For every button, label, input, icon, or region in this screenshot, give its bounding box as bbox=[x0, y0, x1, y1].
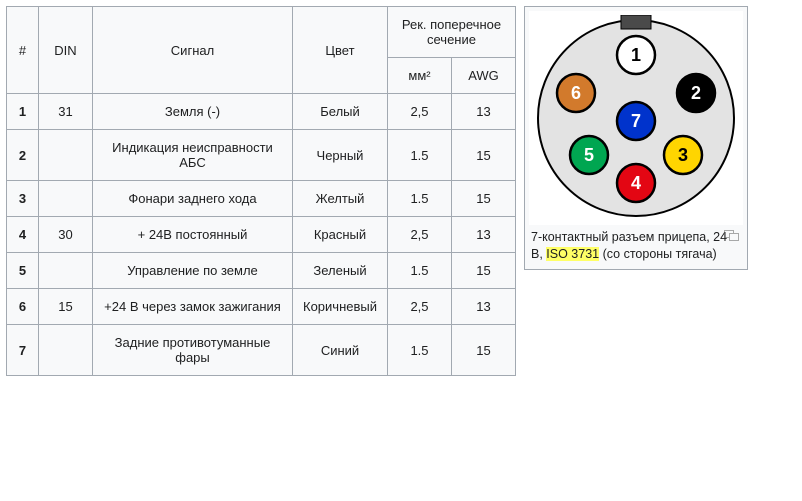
th-num: # bbox=[7, 7, 39, 94]
th-awg: AWG bbox=[452, 58, 516, 94]
cell-awg: 15 bbox=[452, 181, 516, 217]
cell-din bbox=[39, 325, 93, 376]
cell-signal: Задние противотуманные фары bbox=[93, 325, 293, 376]
th-mm2: мм² bbox=[388, 58, 452, 94]
cell-color: Черный bbox=[293, 130, 388, 181]
cell-signal: Земля (-) bbox=[93, 94, 293, 130]
cell-signal: Индикация неисправности АБС bbox=[93, 130, 293, 181]
pin-label-6: 6 bbox=[571, 83, 581, 103]
table-body: 131Земля (-)Белый2,5132Индикация неиспра… bbox=[7, 94, 516, 376]
cell-num: 1 bbox=[7, 94, 39, 130]
cell-din bbox=[39, 253, 93, 289]
pin-label-4: 4 bbox=[631, 173, 641, 193]
pin-label-3: 3 bbox=[678, 145, 688, 165]
table-row: 430+ 24В постоянныйКрасный2,513 bbox=[7, 217, 516, 253]
cell-mm2: 1.5 bbox=[388, 181, 452, 217]
cell-awg: 15 bbox=[452, 130, 516, 181]
cell-color: Желтый bbox=[293, 181, 388, 217]
connector-svg: 1 2 3 4 5 6 7 bbox=[533, 15, 739, 221]
th-signal: Сигнал bbox=[93, 7, 293, 94]
cell-awg: 13 bbox=[452, 289, 516, 325]
table-row: 2 Индикация неисправности АБСЧерный1.515 bbox=[7, 130, 516, 181]
cell-mm2: 1.5 bbox=[388, 325, 452, 376]
cell-num: 4 bbox=[7, 217, 39, 253]
cell-awg: 13 bbox=[452, 217, 516, 253]
cell-color: Коричневый bbox=[293, 289, 388, 325]
cell-num: 2 bbox=[7, 130, 39, 181]
cell-color: Красный bbox=[293, 217, 388, 253]
cell-mm2: 2,5 bbox=[388, 289, 452, 325]
connector-pinout-table: # DIN Сигнал Цвет Рек. поперечное сечени… bbox=[6, 6, 516, 376]
cell-color: Зеленый bbox=[293, 253, 388, 289]
cell-din: 30 bbox=[39, 217, 93, 253]
cell-mm2: 1.5 bbox=[388, 130, 452, 181]
cell-signal: +24 В через замок зажигания bbox=[93, 289, 293, 325]
table-row: 5 Управление по землеЗеленый1.515 bbox=[7, 253, 516, 289]
cell-num: 6 bbox=[7, 289, 39, 325]
caption-post: (со стороны тягача) bbox=[599, 247, 717, 261]
table-row: 131Земля (-)Белый2,513 bbox=[7, 94, 516, 130]
pin-label-2: 2 bbox=[691, 83, 701, 103]
connector-thumb-box: 1 2 3 4 5 6 7 7-контактный разъем прицепа, 24 … bbox=[524, 6, 748, 270]
enlarge-icon[interactable] bbox=[724, 229, 739, 240]
cell-color: Синий bbox=[293, 325, 388, 376]
cell-color: Белый bbox=[293, 94, 388, 130]
connector-image[interactable]: 1 2 3 4 5 6 7 bbox=[529, 11, 743, 225]
table-row: 615+24 В через замок зажиганияКоричневый… bbox=[7, 289, 516, 325]
th-din: DIN bbox=[39, 7, 93, 94]
cell-din bbox=[39, 181, 93, 217]
caption-highlight: ISO 3731 bbox=[546, 247, 599, 261]
cell-signal: Управление по земле bbox=[93, 253, 293, 289]
cell-mm2: 2,5 bbox=[388, 94, 452, 130]
cell-mm2: 1.5 bbox=[388, 253, 452, 289]
cell-num: 7 bbox=[7, 325, 39, 376]
cell-awg: 13 bbox=[452, 94, 516, 130]
th-section-group: Рек. поперечное сечение bbox=[388, 7, 516, 58]
cell-din bbox=[39, 130, 93, 181]
cell-num: 3 bbox=[7, 181, 39, 217]
pin-label-1: 1 bbox=[631, 45, 641, 65]
table-row: 3 Фонари заднего ходаЖелтый1.515 bbox=[7, 181, 516, 217]
cell-din: 15 bbox=[39, 289, 93, 325]
cell-awg: 15 bbox=[452, 325, 516, 376]
cell-mm2: 2,5 bbox=[388, 217, 452, 253]
cell-din: 31 bbox=[39, 94, 93, 130]
table-row: 7 Задние противотуманные фарыСиний1.515 bbox=[7, 325, 516, 376]
th-color: Цвет bbox=[293, 7, 388, 94]
cell-signal: Фонари заднего хода bbox=[93, 181, 293, 217]
cell-awg: 15 bbox=[452, 253, 516, 289]
cell-signal: + 24В постоянный bbox=[93, 217, 293, 253]
pin-label-7: 7 bbox=[631, 111, 641, 131]
pin-label-5: 5 bbox=[584, 145, 594, 165]
cell-num: 5 bbox=[7, 253, 39, 289]
connector-caption: 7-контактный разъем прицепа, 24 В, ISO 3… bbox=[529, 225, 743, 265]
